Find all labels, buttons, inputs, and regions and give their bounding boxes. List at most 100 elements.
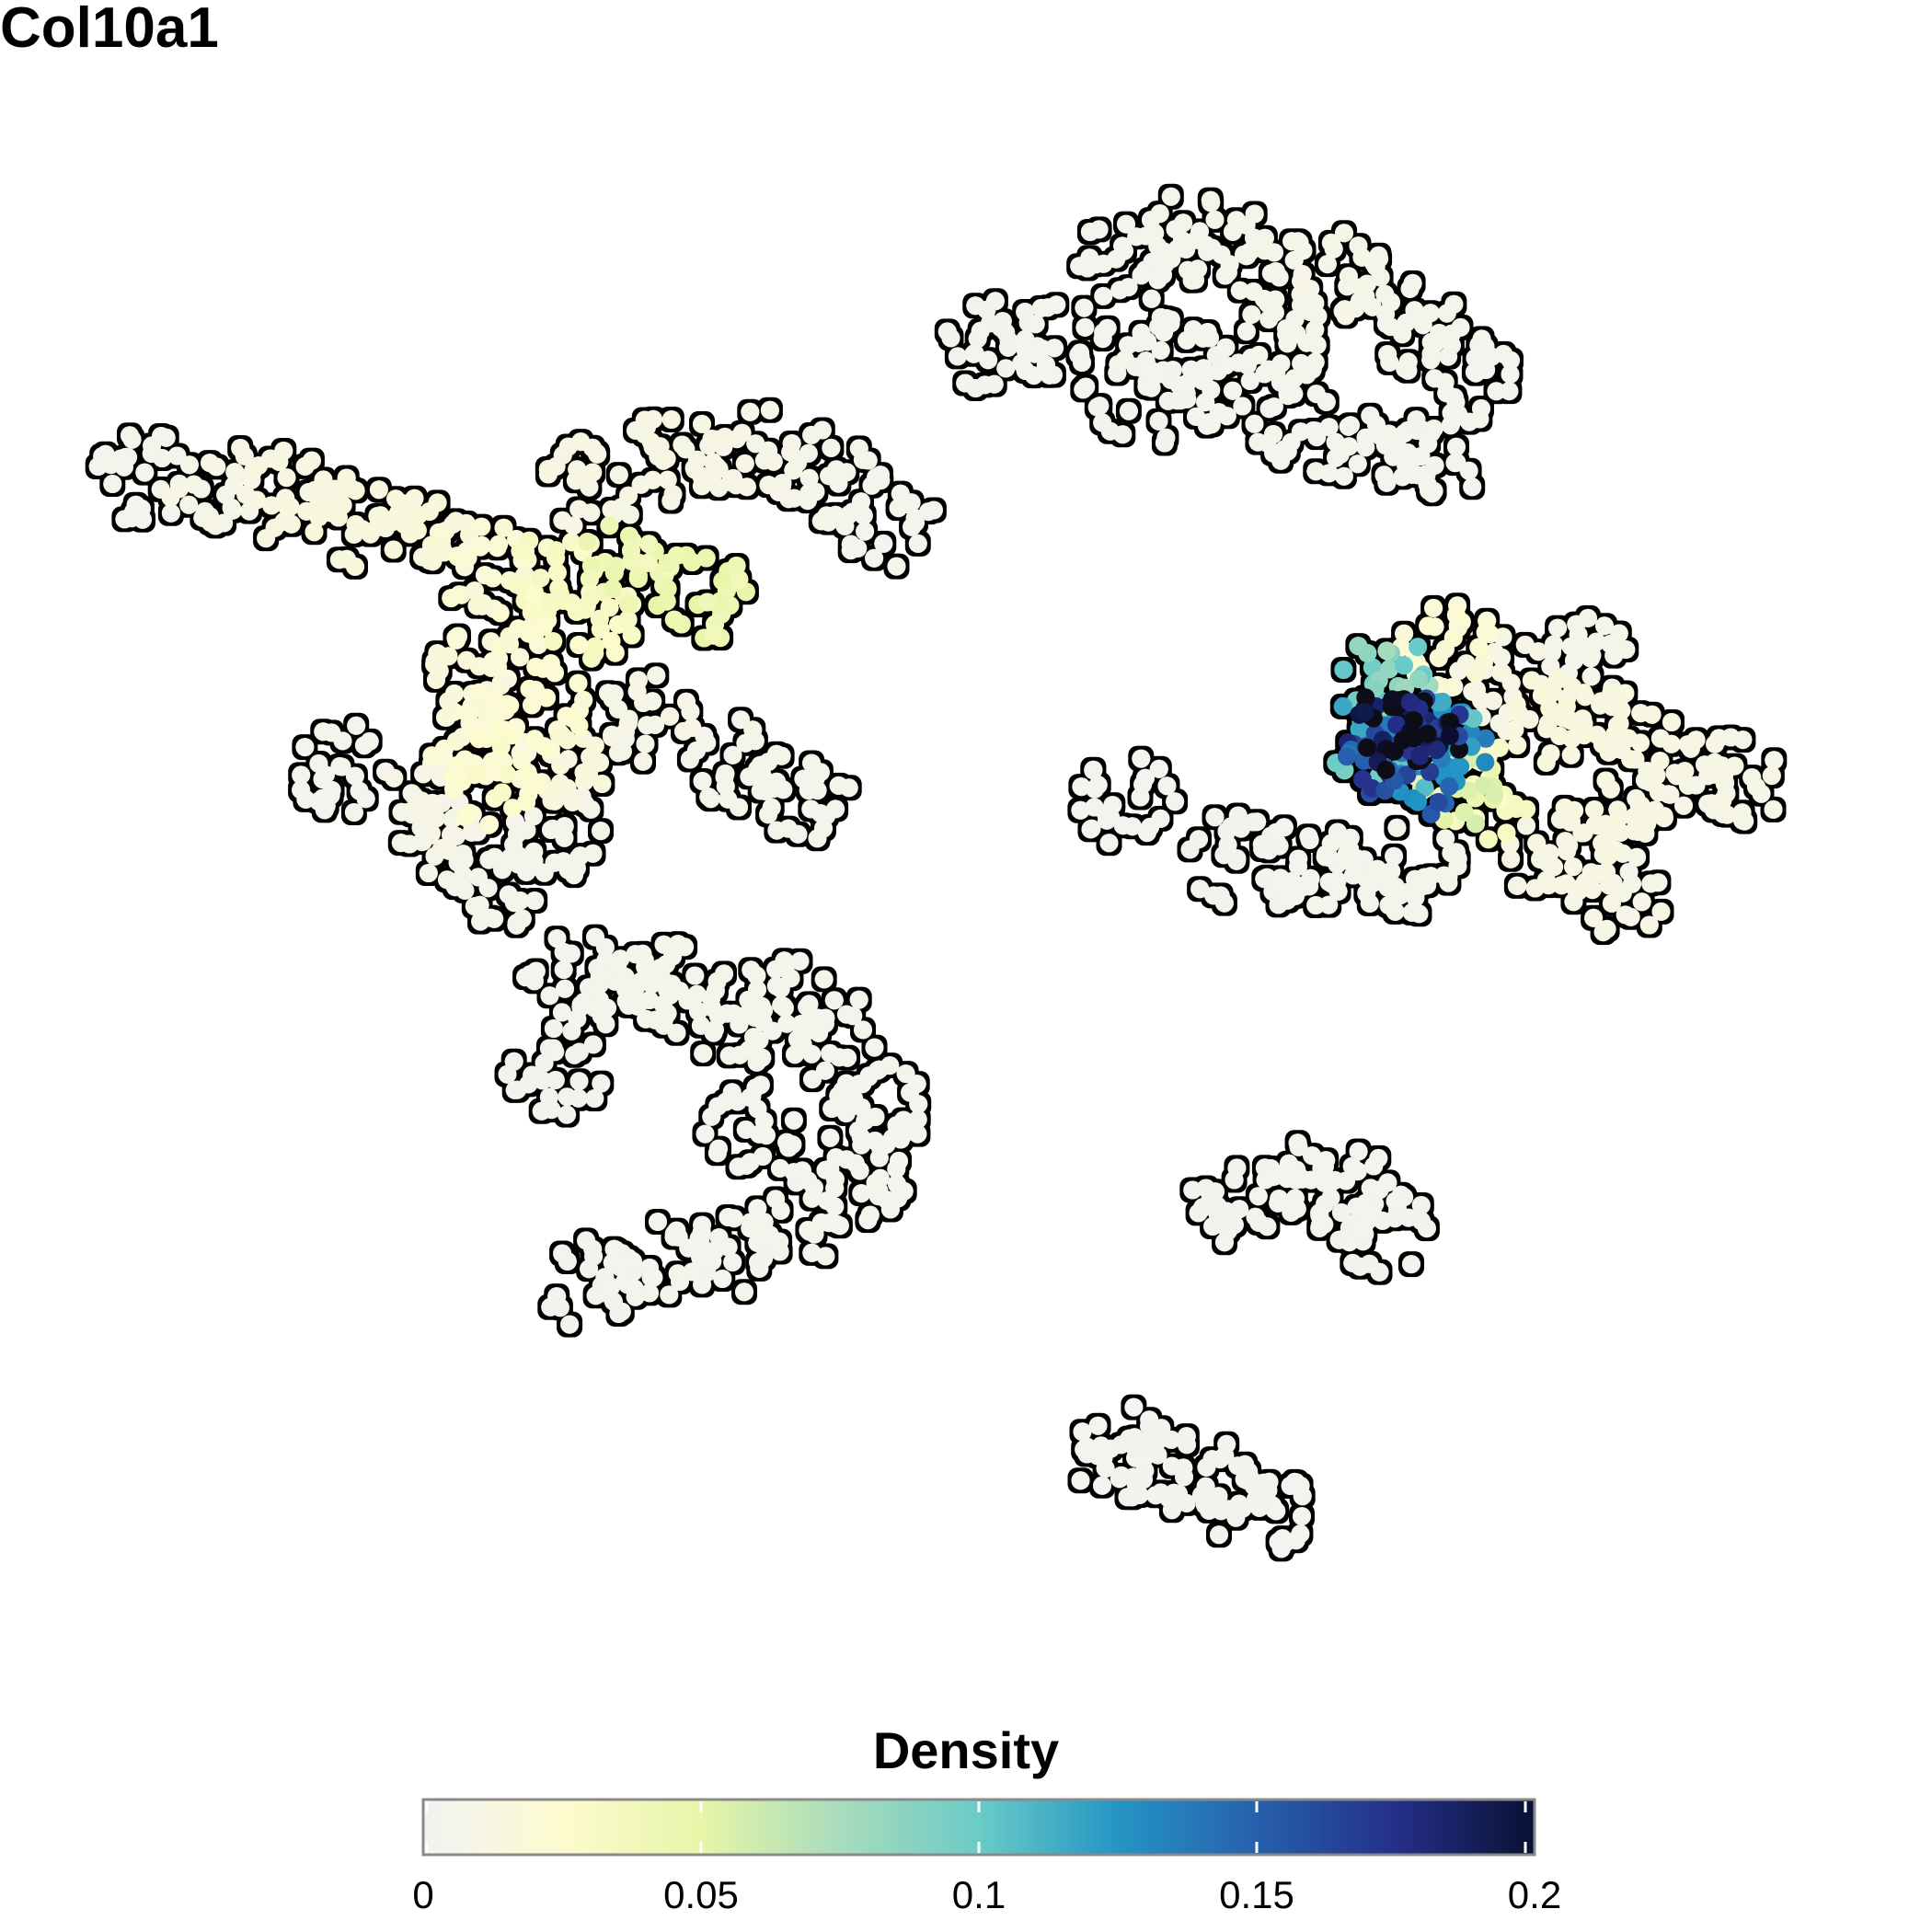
- cell-point: [538, 460, 558, 478]
- cell-point: [1455, 803, 1474, 822]
- cell-point: [745, 1008, 765, 1027]
- cell-point: [1385, 846, 1404, 866]
- cell-point: [762, 798, 781, 817]
- cell-point: [1406, 869, 1424, 889]
- cell-point: [558, 730, 577, 750]
- cell-point: [1441, 712, 1459, 731]
- cell-point: [1278, 442, 1297, 461]
- cell-point: [1240, 372, 1259, 390]
- cell-point: [1601, 779, 1620, 799]
- cell-point: [874, 534, 893, 553]
- cell-point: [799, 1171, 818, 1190]
- cell-point: [532, 1101, 551, 1121]
- cell-point: [1141, 817, 1160, 836]
- cell-point: [563, 792, 582, 811]
- cell-point: [1714, 804, 1733, 823]
- cell-point: [1071, 1471, 1090, 1490]
- cell-point: [1379, 896, 1398, 914]
- cell-point: [641, 432, 661, 452]
- cell-point: [1650, 752, 1670, 771]
- cell-point: [1119, 401, 1138, 420]
- cell-point: [814, 819, 833, 838]
- cell-point: [457, 650, 477, 670]
- cell-point: [1141, 1429, 1160, 1448]
- cell-point: [1706, 734, 1725, 753]
- cell-point: [482, 658, 501, 677]
- cell-point: [859, 1066, 879, 1086]
- cell-point: [591, 753, 609, 772]
- cell-clusters: [88, 187, 1784, 1558]
- cell-point: [822, 438, 841, 457]
- cell-point: [634, 694, 653, 712]
- cell-point: [756, 1126, 776, 1145]
- cell-point: [1448, 849, 1467, 868]
- cell-point: [634, 752, 652, 771]
- cell-point: [556, 979, 574, 998]
- cell-point: [523, 1065, 542, 1085]
- cell-point: [1575, 723, 1594, 742]
- cluster-bottom-strip: [1071, 1397, 1312, 1558]
- cell-point: [1602, 684, 1621, 703]
- cell-point: [845, 1089, 864, 1109]
- cell-point: [1073, 1422, 1092, 1442]
- cell-point: [546, 791, 564, 811]
- cell-point: [979, 351, 998, 370]
- cell-point: [588, 959, 607, 978]
- cell-point: [1084, 760, 1103, 779]
- cell-point: [1333, 302, 1352, 321]
- cell-point: [1096, 1459, 1115, 1478]
- cell-point: [865, 1038, 884, 1057]
- cell-point: [1382, 861, 1401, 880]
- cell-point: [580, 767, 599, 787]
- cell-point: [771, 1201, 790, 1220]
- cell-point: [717, 581, 736, 600]
- cell-point: [674, 721, 693, 741]
- cell-point: [1315, 1173, 1334, 1192]
- cell-point: [798, 997, 817, 1017]
- cell-point: [1484, 691, 1502, 710]
- cell-point: [744, 1028, 763, 1047]
- cell-point: [1338, 833, 1357, 852]
- cell-point: [770, 1232, 789, 1251]
- cell-point: [471, 912, 490, 931]
- cell-point: [821, 1128, 840, 1147]
- cell-point: [316, 765, 335, 785]
- cell-point: [1429, 792, 1448, 811]
- cell-point: [628, 671, 648, 690]
- cell-point: [1478, 830, 1498, 849]
- cell-point: [600, 1277, 619, 1296]
- cell-point: [1383, 690, 1402, 709]
- cell-point: [581, 503, 601, 523]
- cell-point: [1321, 834, 1340, 853]
- cell-point: [1599, 876, 1618, 895]
- cell-point: [599, 684, 617, 703]
- cell-point: [580, 569, 599, 589]
- cell-point: [1249, 345, 1269, 364]
- cell-point: [1449, 405, 1467, 423]
- cell-point: [1174, 1458, 1193, 1478]
- cell-point: [1075, 298, 1094, 317]
- cell-point: [552, 1003, 571, 1022]
- cell-point: [497, 765, 516, 784]
- cell-point: [672, 615, 691, 634]
- cell-point: [743, 720, 763, 740]
- cell-point: [790, 1033, 810, 1052]
- cell-point: [1194, 1198, 1213, 1217]
- cell-point: [356, 789, 375, 809]
- cell-point: [416, 798, 435, 816]
- cell-point: [539, 1087, 558, 1107]
- cell-point: [802, 1243, 822, 1262]
- cell-point: [1026, 315, 1045, 334]
- cell-point: [1564, 857, 1583, 877]
- cell-point: [1115, 241, 1133, 260]
- cell-point: [1402, 1255, 1420, 1274]
- cell-point: [1245, 414, 1264, 433]
- cell-point: [344, 524, 363, 544]
- cell-point: [1261, 264, 1281, 283]
- cell-point: [1077, 1444, 1097, 1464]
- cell-point: [508, 824, 526, 844]
- cell-point: [1636, 823, 1655, 843]
- cell-point: [1361, 1179, 1380, 1198]
- cell-point: [1293, 1507, 1311, 1526]
- cell-point: [1435, 373, 1455, 392]
